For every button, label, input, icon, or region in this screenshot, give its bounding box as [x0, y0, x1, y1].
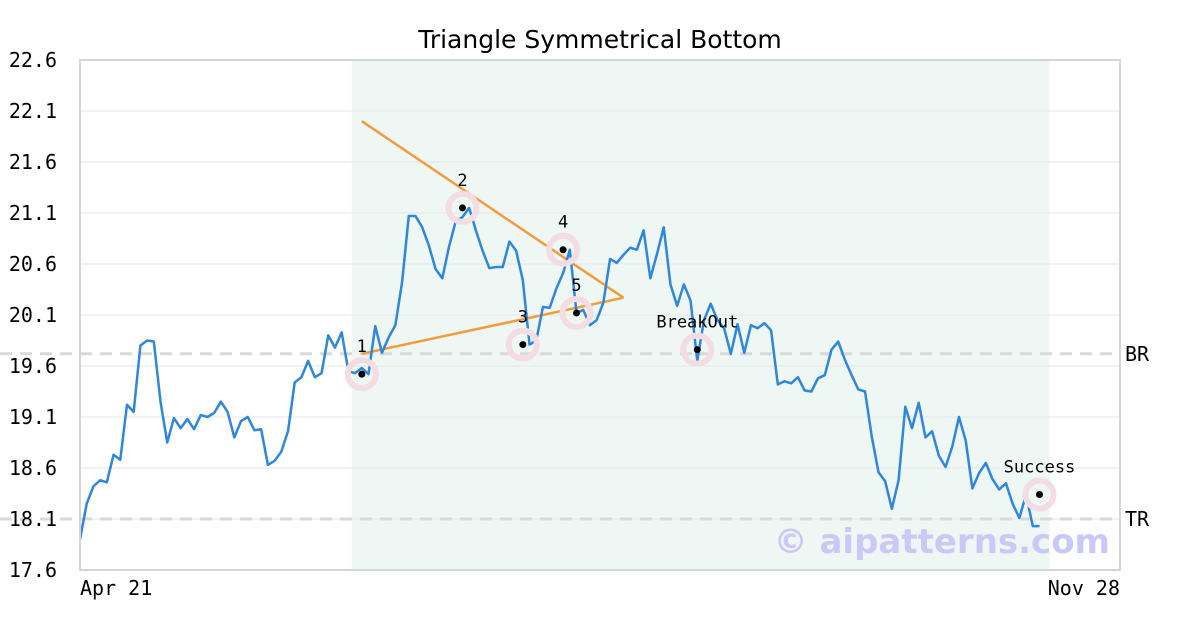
y-tick-label: 19.1: [9, 405, 57, 429]
y-tick-label: 17.6: [9, 558, 57, 582]
marker-label: BreakOut: [656, 313, 738, 333]
marker-label: 3: [518, 308, 528, 328]
marker-ring: [505, 327, 540, 362]
marker-ring: [445, 190, 480, 225]
y-tick-label: 22.1: [9, 99, 57, 123]
marker-label: Success: [1004, 458, 1076, 478]
marker-dot: [358, 370, 366, 378]
upper-trendline: [361, 120, 625, 299]
marker-dot: [519, 341, 527, 349]
x-tick-label: Nov 28: [1048, 576, 1120, 600]
pattern-point-marker: 5: [559, 276, 594, 330]
y-tick-label: 20.1: [9, 303, 57, 327]
reference-label-br: BR: [1125, 342, 1150, 366]
price-series-line: [78, 206, 1040, 540]
marker-ring: [559, 295, 594, 330]
y-tick-label: 19.6: [9, 354, 57, 378]
marker-dot: [458, 204, 466, 212]
y-tick-label: 21.6: [9, 150, 57, 174]
plot-border: [79, 59, 1121, 571]
y-tick-label: 22.6: [9, 48, 57, 72]
marker-label: 2: [457, 171, 467, 191]
marker-ring: [546, 232, 581, 267]
marker-dot: [573, 309, 581, 317]
lower-trendline: [361, 296, 624, 355]
reference-label-tr: TR: [1125, 507, 1150, 531]
x-tick-label: Apr 21: [80, 576, 152, 600]
marker-label: 5: [571, 276, 581, 296]
marker-ring: [344, 357, 379, 392]
pattern-point-marker: 2: [445, 171, 480, 225]
marker-label: 1: [357, 337, 367, 357]
pattern-point-marker: Success: [1004, 458, 1076, 512]
pattern-point-marker: BreakOut: [656, 313, 738, 367]
y-tick-label: 18.1: [9, 507, 57, 531]
marker-ring: [1022, 477, 1057, 512]
watermark: © aipatterns.com: [774, 522, 1110, 562]
y-tick-label: 18.6: [9, 456, 57, 480]
marker-dot: [559, 246, 567, 254]
marker-dot: [693, 346, 701, 354]
marker-dot: [1035, 491, 1043, 499]
y-tick-label: 20.6: [9, 252, 57, 276]
y-tick-label: 21.1: [9, 201, 57, 225]
marker-ring: [680, 332, 715, 367]
pattern-point-marker: 4: [546, 213, 581, 267]
pattern-point-marker: 3: [505, 308, 540, 362]
chart-title: Triangle Symmetrical Bottom: [417, 25, 782, 54]
marker-label: 4: [558, 213, 568, 233]
pattern-point-marker: 1: [344, 337, 379, 392]
